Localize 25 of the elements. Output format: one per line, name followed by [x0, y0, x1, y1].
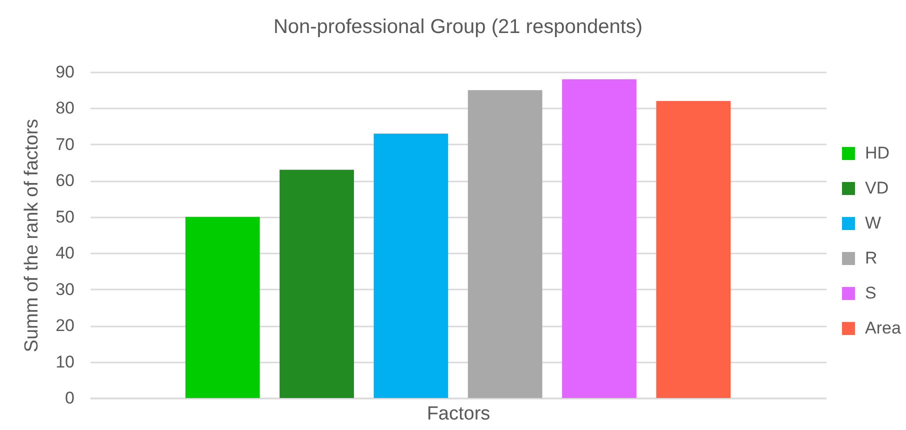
bar	[562, 79, 636, 398]
legend-label: S	[865, 284, 876, 302]
bar	[374, 134, 448, 398]
y-tick-label: 90	[56, 62, 74, 82]
bar	[468, 90, 542, 398]
bar	[656, 100, 731, 398]
y-tick-label: 0	[65, 388, 74, 408]
legend-label: R	[865, 248, 878, 268]
y-tick-label: 40	[56, 244, 74, 263]
y-tick-label: 60	[56, 171, 74, 190]
legend-label: Area	[865, 318, 902, 338]
y-tick-label: 80	[56, 98, 74, 118]
y-axis-title: Summ of the rank of factors	[22, 118, 43, 352]
y-tick-label: 70	[56, 134, 74, 154]
legend-label: W	[865, 214, 882, 232]
x-axis-title: Factors	[426, 404, 490, 424]
y-tick-label: 50	[56, 207, 74, 226]
legend-label: HD	[865, 144, 890, 162]
legend-label: VD	[865, 178, 889, 198]
y-tick-label: 20	[56, 316, 74, 336]
chart-title: Non-professional Group (21 respondents)	[273, 16, 643, 38]
bar	[280, 170, 354, 398]
y-tick-label: 30	[56, 280, 74, 299]
y-tick-label: 10	[56, 352, 74, 372]
bar	[185, 216, 260, 398]
